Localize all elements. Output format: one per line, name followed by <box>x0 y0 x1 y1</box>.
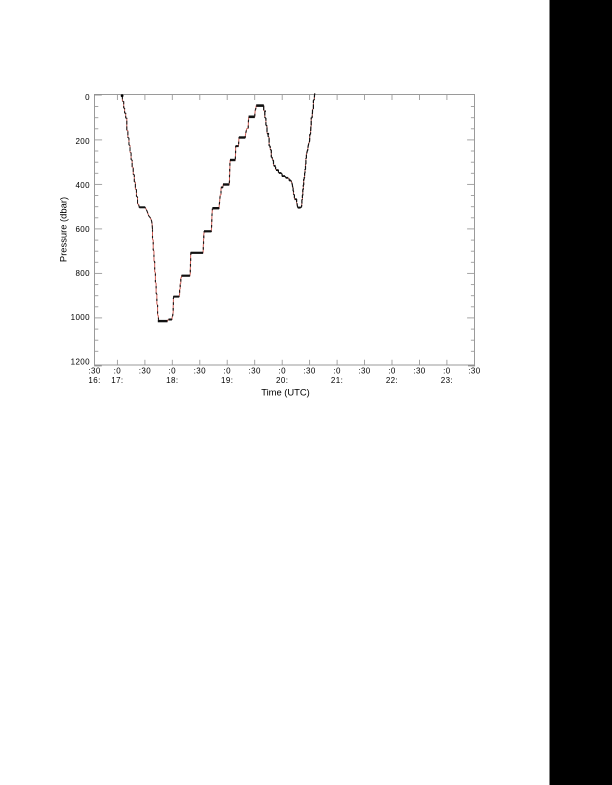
svg-text:600: 600 <box>75 225 90 234</box>
svg-text:1000: 1000 <box>71 313 91 322</box>
svg-text::30: :30 <box>413 367 425 376</box>
svg-text::30: :30 <box>358 367 370 376</box>
svg-text:22:: 22: <box>386 376 398 385</box>
svg-text::30: :30 <box>303 367 315 376</box>
svg-text::0: :0 <box>223 367 231 376</box>
svg-text:23:: 23: <box>441 376 453 385</box>
svg-text::30: :30 <box>249 367 261 376</box>
svg-text::0: :0 <box>114 367 122 376</box>
svg-text:19:: 19: <box>221 376 233 385</box>
svg-text:800: 800 <box>75 269 90 278</box>
svg-text::30: :30 <box>194 367 206 376</box>
svg-text::0: :0 <box>333 367 341 376</box>
svg-text:0: 0 <box>85 93 90 102</box>
svg-text:20:: 20: <box>276 376 288 385</box>
svg-text:Pressure (dbar): Pressure (dbar) <box>58 197 69 262</box>
svg-text:16:: 16: <box>88 376 100 385</box>
svg-text::0: :0 <box>169 367 177 376</box>
svg-text:Time (UTC): Time (UTC) <box>261 386 310 397</box>
svg-text:1200: 1200 <box>71 357 91 366</box>
svg-text::0: :0 <box>388 367 396 376</box>
svg-text:400: 400 <box>75 181 90 190</box>
svg-text::30: :30 <box>88 367 100 376</box>
svg-text::0: :0 <box>278 367 286 376</box>
svg-text:21:: 21: <box>331 376 343 385</box>
svg-text::30: :30 <box>139 367 151 376</box>
svg-text::30: :30 <box>468 367 480 376</box>
svg-text:18:: 18: <box>166 376 178 385</box>
svg-text:17:: 17: <box>111 376 123 385</box>
svg-text::0: :0 <box>443 367 451 376</box>
svg-text:200: 200 <box>75 137 90 146</box>
